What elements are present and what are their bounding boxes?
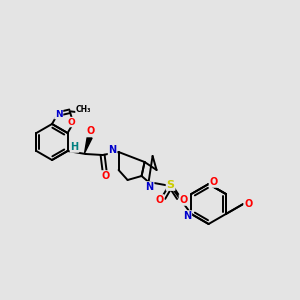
Text: O: O bbox=[86, 126, 95, 136]
Text: N: N bbox=[55, 110, 62, 118]
Text: CH₃: CH₃ bbox=[76, 105, 92, 114]
Text: N: N bbox=[109, 145, 117, 155]
Text: H: H bbox=[70, 142, 79, 152]
Text: N: N bbox=[146, 182, 154, 192]
Text: O: O bbox=[101, 171, 110, 181]
Text: S: S bbox=[167, 180, 175, 190]
Text: O: O bbox=[244, 199, 252, 209]
Polygon shape bbox=[85, 138, 92, 153]
Text: O: O bbox=[179, 195, 188, 205]
Text: N: N bbox=[183, 211, 191, 221]
Text: O: O bbox=[209, 177, 218, 187]
Text: O: O bbox=[155, 195, 164, 205]
Text: O: O bbox=[68, 118, 75, 127]
